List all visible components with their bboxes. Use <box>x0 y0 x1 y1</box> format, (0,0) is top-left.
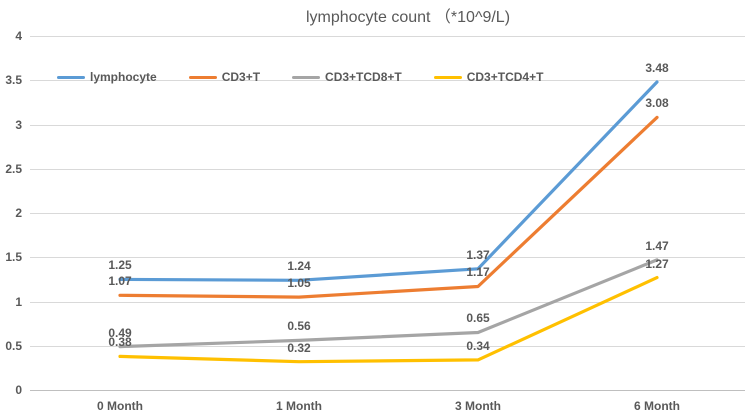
data-label: 1.24 <box>287 259 311 274</box>
legend-item-cd3-t: CD3+T <box>188 70 261 84</box>
x-axis-line <box>30 390 745 391</box>
data-label: 1.17 <box>466 265 490 280</box>
legend-label: CD3+TCD4+T <box>466 70 544 84</box>
series-line-cd3-tcd4-t <box>118 276 659 364</box>
gridline <box>30 257 745 259</box>
y-tick-label: 3 <box>15 117 22 132</box>
data-label: 0.65 <box>466 311 490 326</box>
y-tick-label: 2.5 <box>5 161 22 176</box>
series-line-cd3-tcd8-t <box>118 258 659 349</box>
y-tick-label: 1 <box>15 294 22 309</box>
series-line-lymphocyte <box>118 80 659 282</box>
gridline <box>30 301 745 303</box>
data-label: 0.49 <box>108 325 132 340</box>
legend: lymphocyte CD3+T CD3+TCD8+T CD3+TCD4+T <box>57 70 543 84</box>
data-label: 1.37 <box>466 247 490 262</box>
legend-item-cd3-tcd4-t: CD3+TCD4+T <box>433 70 544 84</box>
legend-item-cd3-tcd8-t: CD3+TCD8+T <box>292 70 402 84</box>
x-axis-label: 1 Month <box>276 399 322 413</box>
data-label: 3.08 <box>645 96 669 111</box>
gridline <box>30 124 745 126</box>
x-axis-label: 0 Month <box>97 399 143 413</box>
y-tick-label: 4 <box>15 29 22 43</box>
legend-line-marker <box>292 75 321 79</box>
y-tick-label: 0 <box>15 383 22 397</box>
gridline <box>30 345 745 347</box>
legend-item-lymphocyte: lymphocyte <box>57 70 157 84</box>
x-axis-label: 3 Month <box>455 399 501 413</box>
gridline <box>30 213 745 214</box>
data-label: 1.05 <box>287 276 311 291</box>
gridline <box>30 168 745 170</box>
data-label: 0.34 <box>466 338 490 353</box>
data-label: 3.48 <box>645 61 669 76</box>
chart-title: lymphocyte count （*10^9/L) <box>305 9 511 26</box>
data-label: 1.07 <box>108 274 132 289</box>
y-tick-label: 0.5 <box>5 338 22 353</box>
gridline <box>30 36 745 37</box>
legend-label: lymphocyte <box>90 70 157 84</box>
data-label: 1.27 <box>645 256 669 271</box>
legend-label: CD3+TCD8+T <box>325 70 402 84</box>
legend-line-marker <box>433 75 462 79</box>
x-axis-label: 6 Month <box>634 399 680 413</box>
legend-line-marker <box>57 75 85 79</box>
y-tick-label: 3.5 <box>5 73 22 88</box>
series-line-cd3-t <box>118 115 659 299</box>
data-label: 0.32 <box>287 340 311 355</box>
gridline <box>30 80 745 82</box>
y-tick-label: 2 <box>15 206 22 220</box>
data-label: 0.56 <box>287 319 311 334</box>
data-label: 1.25 <box>108 258 132 273</box>
legend-line-marker <box>188 75 217 79</box>
data-label: 0.38 <box>108 335 132 350</box>
y-tick-label: 1.5 <box>5 250 22 265</box>
legend-label: CD3+T <box>221 70 261 84</box>
data-label: 1.47 <box>645 238 669 253</box>
